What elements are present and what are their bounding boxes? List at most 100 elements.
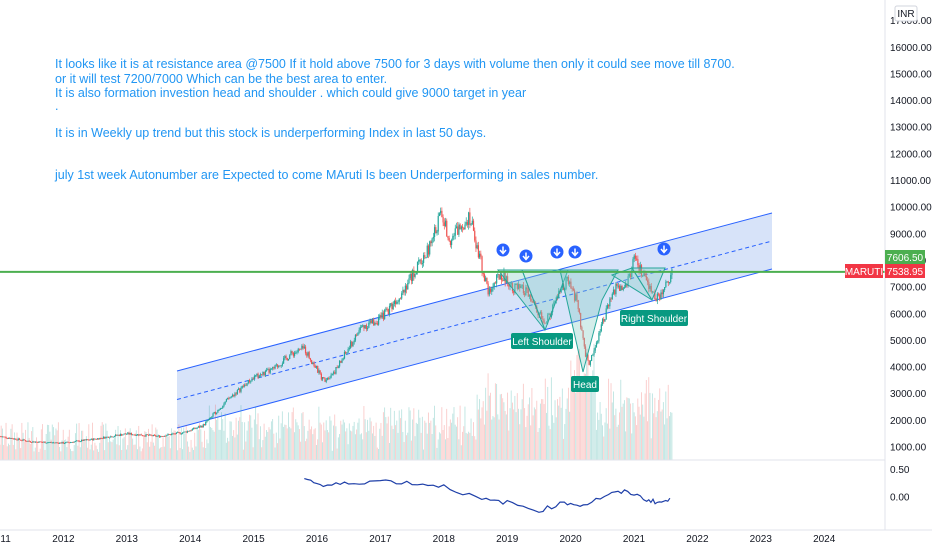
channel-midline[interactable] xyxy=(176,240,773,400)
volume-bar xyxy=(212,430,214,460)
currency-badge[interactable]: INR xyxy=(894,5,918,22)
pattern-triangle[interactable] xyxy=(521,269,569,332)
price-axis[interactable]: 17000.00 16000.00 15000.00 14000.00 13000.00… xyxy=(890,16,932,453)
volume-bar xyxy=(656,411,658,460)
volume-bar xyxy=(574,370,575,460)
candle-body xyxy=(65,442,67,444)
volume-bar xyxy=(70,448,72,460)
right-shoulder-label[interactable]: Right Shoulder xyxy=(620,310,688,326)
candle-body xyxy=(107,436,109,438)
candle-body xyxy=(582,330,584,339)
volume-bar xyxy=(595,429,597,460)
candle-body xyxy=(214,412,217,415)
volume-bar xyxy=(236,434,238,460)
channel-upper-line[interactable] xyxy=(176,212,773,372)
volume-bar xyxy=(72,451,74,460)
candles[interactable] xyxy=(0,207,673,445)
arrow-down-icon[interactable] xyxy=(550,245,564,259)
last-price-tag[interactable]: 7538.95 xyxy=(885,264,925,278)
volume-bar xyxy=(184,433,186,460)
candle-body xyxy=(517,284,520,289)
candle-body xyxy=(427,245,430,255)
candle-body xyxy=(637,259,639,266)
arrow-down-icon[interactable] xyxy=(568,245,582,259)
indicator-line[interactable] xyxy=(304,478,671,513)
volume-bar xyxy=(247,421,249,460)
candle-body xyxy=(424,255,426,258)
volume-bar xyxy=(133,444,135,460)
volume-bar xyxy=(442,429,444,460)
volume-bar xyxy=(496,383,498,460)
volume-bar xyxy=(124,428,126,460)
head-label[interactable]: Head xyxy=(571,376,599,392)
candle-body xyxy=(410,273,413,282)
candle-body xyxy=(552,304,554,313)
candle-body xyxy=(151,435,153,437)
volume-bar xyxy=(40,429,42,460)
candle-body xyxy=(304,346,307,354)
volume-bar xyxy=(374,435,376,460)
candle-body xyxy=(175,432,178,434)
volume-bar xyxy=(139,446,141,460)
volume-bar xyxy=(513,409,515,460)
candle-body xyxy=(314,366,316,368)
indicator-axis[interactable]: 0.50 0.00 xyxy=(890,465,910,504)
pattern-triangle[interactable] xyxy=(631,267,666,302)
candle-body xyxy=(328,378,330,379)
candle-body xyxy=(409,273,411,279)
volume-bar xyxy=(503,402,505,460)
candle-body xyxy=(425,257,427,259)
candle-body xyxy=(500,274,503,281)
trend-channel[interactable] xyxy=(177,213,772,428)
arrow-down-icon[interactable] xyxy=(657,242,671,256)
volume-bar xyxy=(399,418,401,460)
left-shoulder-label[interactable]: Left Shoulder xyxy=(511,333,573,349)
candle-body xyxy=(287,358,290,361)
channel-lower-line[interactable] xyxy=(176,268,773,429)
candle-body xyxy=(407,283,409,290)
candle-body xyxy=(59,442,61,444)
time-axis[interactable]: 2011 2012 2013 2014 2015 2016 2017 2018 2019 2020… xyxy=(0,534,836,545)
support-price-tag[interactable]: 7606.50 xyxy=(885,250,925,264)
volume-bar xyxy=(32,427,34,460)
volume-bar xyxy=(403,442,405,460)
candle-body xyxy=(420,259,422,264)
candle-body xyxy=(519,284,521,289)
volume-bar xyxy=(50,439,52,460)
volume-bar xyxy=(465,432,467,460)
volume-bar xyxy=(200,429,202,460)
volume-bar xyxy=(481,407,483,460)
volume-bar xyxy=(54,435,56,460)
candle-body xyxy=(171,433,173,436)
pattern-triangle[interactable] xyxy=(559,269,619,373)
arrow-down-icon[interactable] xyxy=(496,243,510,257)
candle-body xyxy=(71,442,73,443)
candle-body xyxy=(374,323,376,326)
volume-bar xyxy=(477,409,479,460)
volume-bar xyxy=(636,425,638,460)
volume-bar xyxy=(401,409,403,460)
ticker-badge[interactable]: MARUTI xyxy=(845,264,883,278)
head-shoulders-drawing[interactable] xyxy=(496,267,666,373)
volume-bar xyxy=(367,419,369,460)
volume-bar xyxy=(333,425,334,460)
volume-bar xyxy=(368,430,370,460)
volume-bar xyxy=(262,440,264,460)
time-axis-label: 2018 xyxy=(433,534,456,545)
candle-body xyxy=(353,340,355,343)
candle-body xyxy=(101,438,103,439)
volume-bar xyxy=(520,409,522,460)
candle-body xyxy=(446,220,448,237)
volume-bar xyxy=(661,409,663,460)
candle-body xyxy=(476,245,478,249)
arrow-down-icon[interactable] xyxy=(519,249,533,263)
candle-body xyxy=(191,428,193,431)
candle-body xyxy=(524,293,526,296)
volume-bar xyxy=(631,433,633,460)
volume-bar xyxy=(412,419,414,460)
volume-bar xyxy=(152,442,154,460)
arrow-markers[interactable] xyxy=(496,242,671,263)
volume-bar xyxy=(23,441,25,460)
candle-body xyxy=(78,440,80,442)
